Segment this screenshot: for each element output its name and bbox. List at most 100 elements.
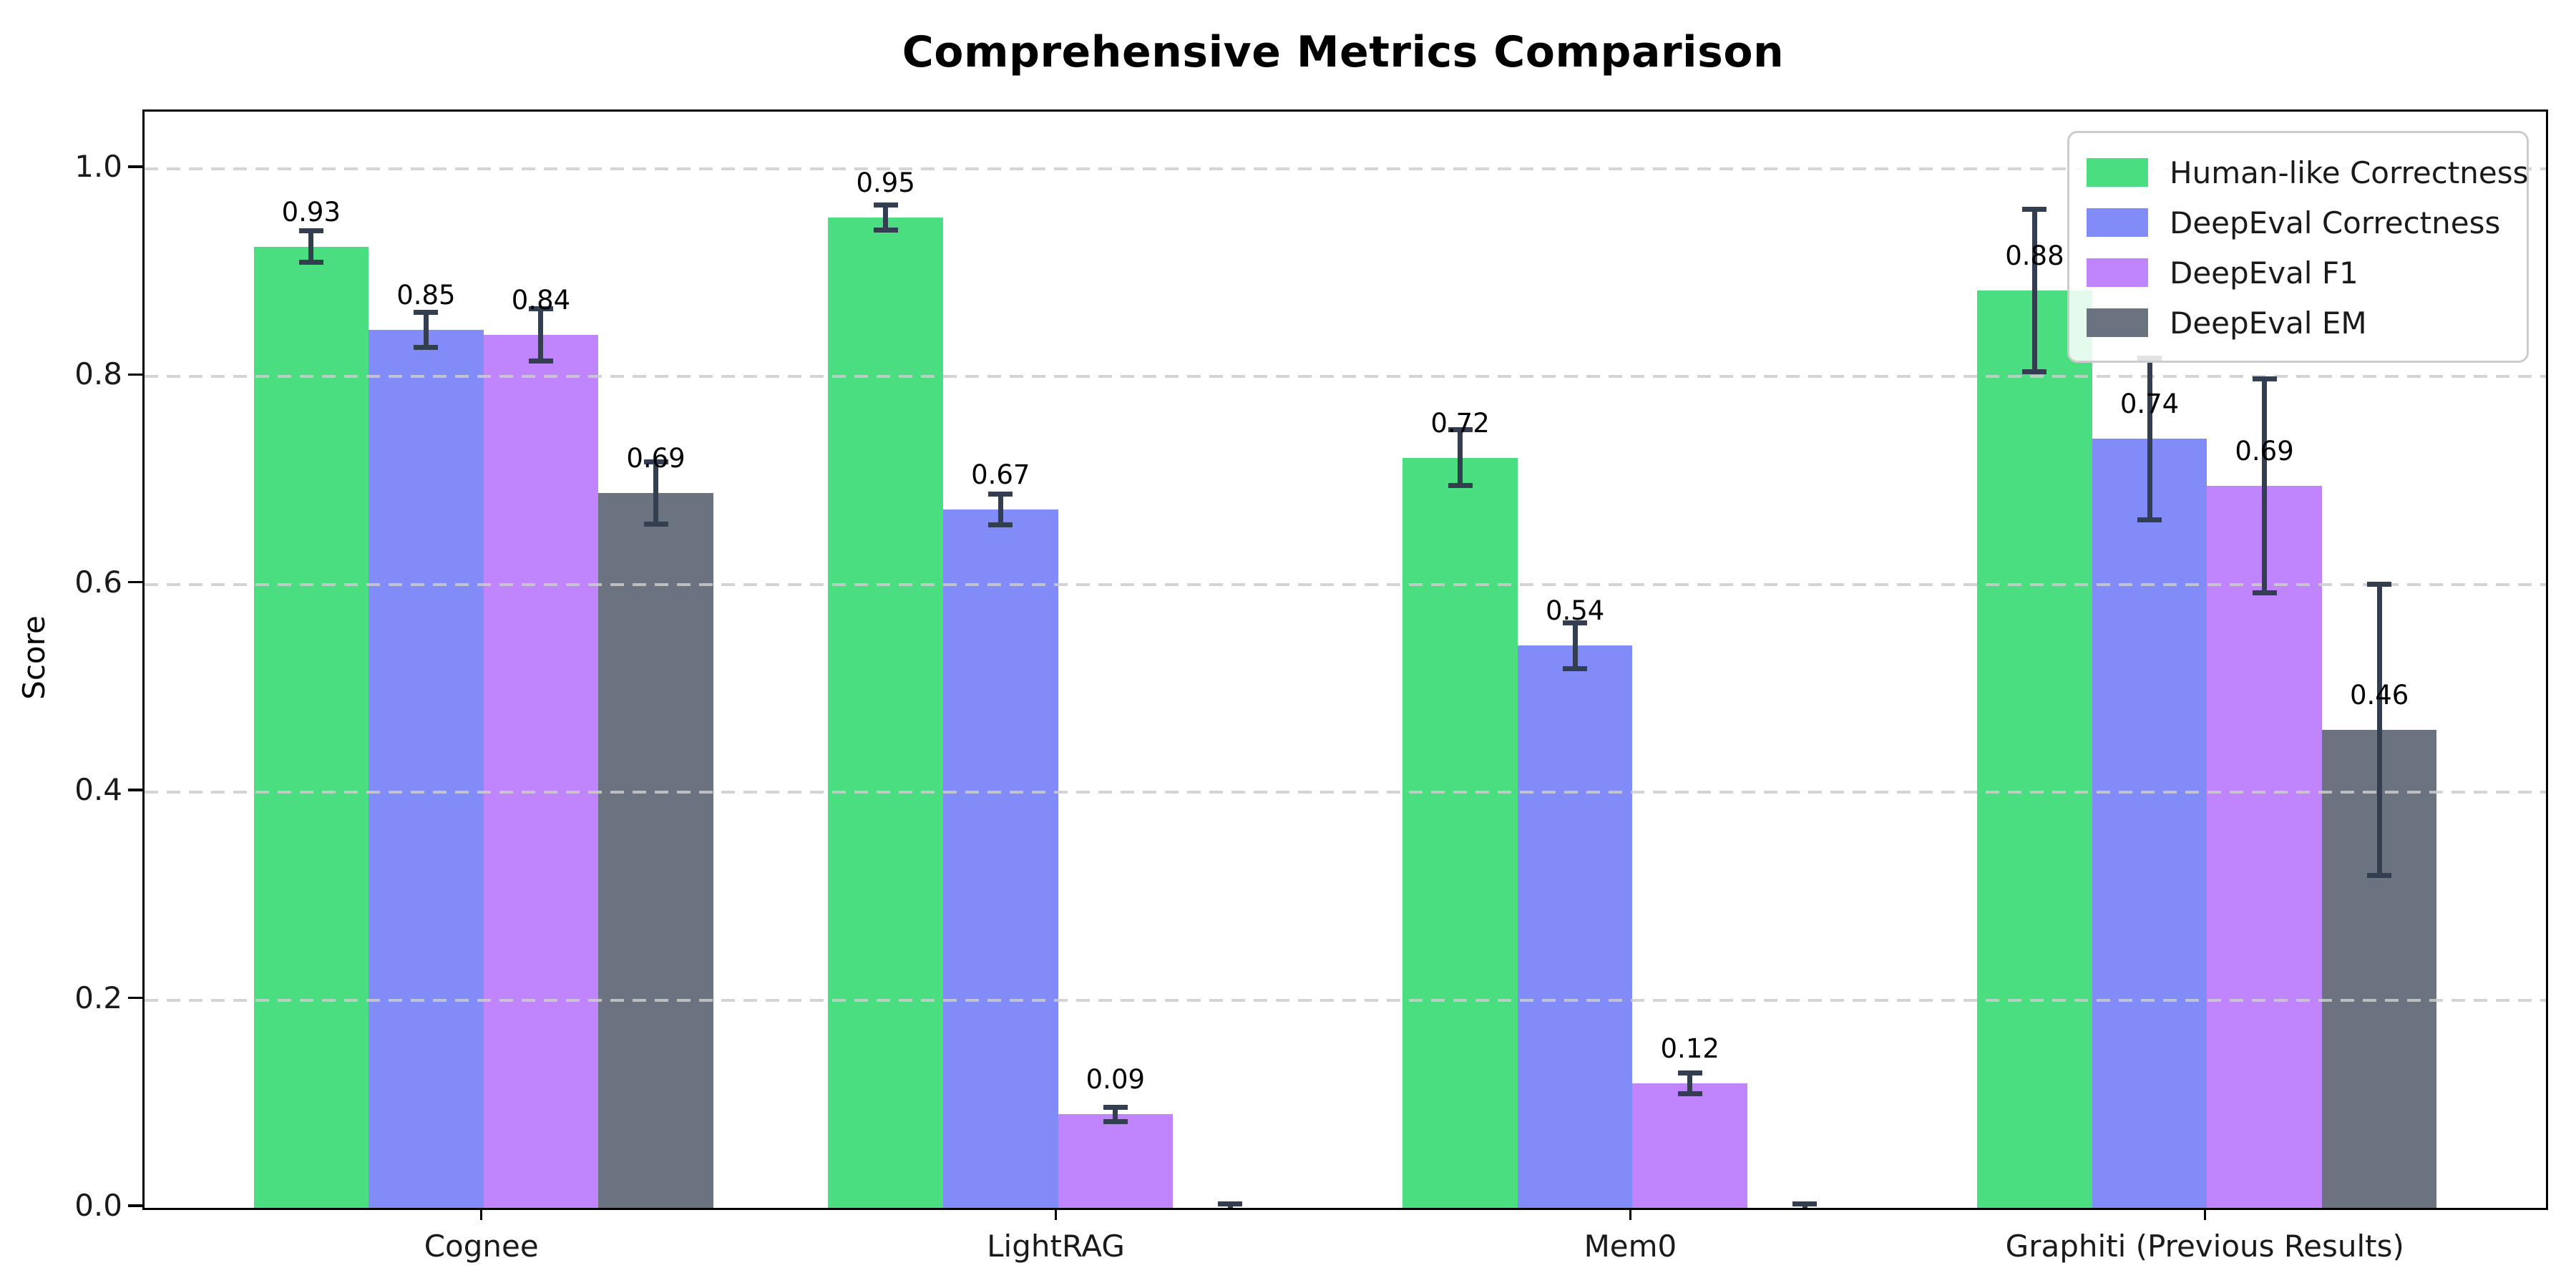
bar-value-label: 0.74 (2119, 389, 2180, 420)
y-axis-tick-label: 0.2 (74, 980, 122, 1015)
legend-label: DeepEval F1 (2170, 255, 2358, 291)
error-bar-cap-bottom (414, 345, 439, 351)
y-axis-tick (128, 789, 142, 791)
error-bar (883, 205, 889, 230)
error-bar-cap-bottom (1448, 483, 1473, 489)
bar-value-label: 0.54 (1545, 595, 1605, 627)
error-bar (653, 462, 659, 525)
error-bar (538, 308, 544, 361)
error-bar-cap-top (1218, 1201, 1243, 1206)
y-axis-tick (128, 1204, 142, 1207)
y-axis-tick-label: 0.4 (74, 772, 122, 808)
bar-value-label: 0.85 (396, 279, 456, 311)
bar-human-like-correctness-0 (253, 246, 369, 1208)
bar-value-label: 0.69 (626, 442, 686, 474)
error-bar-cap-bottom (1103, 1118, 1128, 1124)
x-axis-tick-label: Cognee (424, 1229, 539, 1264)
error-bar-cap-bottom (1563, 665, 1588, 671)
error-bar-cap-bottom (643, 521, 668, 527)
error-bar-cap-top (1103, 1104, 1128, 1110)
bar-value-label: 0.84 (511, 285, 571, 316)
error-bar (2262, 379, 2268, 593)
error-bar (1113, 1107, 1118, 1122)
error-bar-cap-top (2022, 207, 2047, 212)
legend-swatch (2087, 208, 2148, 237)
bar-deepeval-em-0 (598, 492, 713, 1208)
bar-human-like-correctness-1 (828, 218, 943, 1208)
error-bar-cap-top (988, 491, 1013, 497)
y-axis-tick (128, 580, 142, 584)
error-bar (1687, 1073, 1693, 1094)
bar-human-like-correctness-2 (1402, 457, 1518, 1208)
legend-item: DeepEval EM (2087, 298, 2509, 348)
bar-value-label: 0.93 (281, 196, 341, 228)
bar-value-label: 0.95 (856, 167, 915, 199)
x-axis-tick-label: Graphiti (Previous Results) (2005, 1229, 2404, 1264)
y-axis-tick-label: 0.8 (74, 356, 122, 392)
bar-deepeval-f1-3 (2207, 485, 2322, 1208)
y-axis-tick-label: 0.6 (74, 564, 122, 600)
y-axis-tick (128, 373, 142, 376)
error-bar-cap-bottom (528, 358, 553, 364)
error-bar-cap-top (873, 203, 898, 208)
y-axis-tick-label: 0.0 (74, 1188, 122, 1223)
y-axis-tick (128, 996, 142, 1000)
bar-deepeval-correctness-2 (1517, 645, 1633, 1208)
error-bar (2031, 209, 2037, 372)
error-bar-cap-top (2367, 582, 2392, 587)
gridline (145, 167, 2546, 170)
bar-deepeval-f1-1 (1058, 1114, 1174, 1208)
gridline (145, 791, 2546, 794)
error-bar-cap-top (1563, 620, 1588, 625)
error-bar (2376, 584, 2382, 876)
bar-deepeval-f1-2 (1632, 1083, 1747, 1208)
chart-title: Comprehensive Metrics Comparison (902, 27, 1785, 77)
x-axis-tick (479, 1206, 483, 1220)
error-bar-cap-top (2252, 376, 2277, 381)
error-bar-cap-bottom (2252, 590, 2277, 595)
bar-deepeval-f1-0 (483, 335, 599, 1208)
error-bar-cap-bottom (988, 522, 1013, 528)
error-bar (1572, 623, 1578, 669)
bar-value-label: 0.88 (2005, 240, 2064, 271)
x-axis-tick (1629, 1206, 1632, 1220)
error-bar (2147, 358, 2152, 520)
error-bar-cap-bottom (2137, 517, 2162, 523)
legend-item: DeepEval Correctness (2087, 197, 2509, 248)
error-bar (1458, 429, 1463, 486)
legend-swatch (2087, 308, 2148, 337)
error-bar-cap-bottom (2367, 872, 2392, 878)
y-axis-tick (128, 165, 142, 168)
legend-label: Human-like Correctness (2170, 155, 2529, 190)
legend-item: DeepEval F1 (2087, 248, 2509, 298)
gridline (145, 998, 2546, 1002)
error-bar-cap-bottom (873, 228, 898, 233)
bar-deepeval-correctness-3 (2092, 439, 2207, 1208)
x-axis-tick (2203, 1206, 2207, 1220)
error-bar-cap-bottom (298, 260, 323, 265)
error-bar (997, 494, 1003, 525)
y-axis-tick-label: 1.0 (74, 148, 122, 184)
bar-deepeval-correctness-0 (369, 329, 484, 1208)
error-bar-cap-top (1677, 1070, 1702, 1075)
legend-swatch (2087, 258, 2148, 287)
x-axis-tick (1054, 1206, 1058, 1220)
bar-value-label: 0.12 (1660, 1033, 1719, 1064)
x-axis-tick-label: Mem0 (1584, 1229, 1677, 1264)
error-bar-cap-top (1792, 1201, 1818, 1206)
error-bar-cap-top (414, 309, 439, 315)
legend-label: DeepEval EM (2170, 305, 2367, 341)
legend-label: DeepEval Correctness (2170, 205, 2501, 240)
legend: Human-like Correctness DeepEval Correctne… (2067, 131, 2529, 363)
legend-item: Human-like Correctness (2087, 147, 2529, 197)
error-bar-cap-top (643, 459, 668, 464)
error-bar-cap-bottom (2022, 369, 2047, 374)
bar-value-label: 0.72 (1430, 407, 1490, 439)
error-bar-cap-top (298, 228, 323, 234)
error-bar (308, 230, 314, 263)
gridline (145, 582, 2546, 586)
bar-human-like-correctness-3 (1977, 290, 2092, 1208)
bar-deepeval-correctness-1 (942, 509, 1058, 1208)
bar-value-label: 0.69 (2235, 435, 2294, 467)
